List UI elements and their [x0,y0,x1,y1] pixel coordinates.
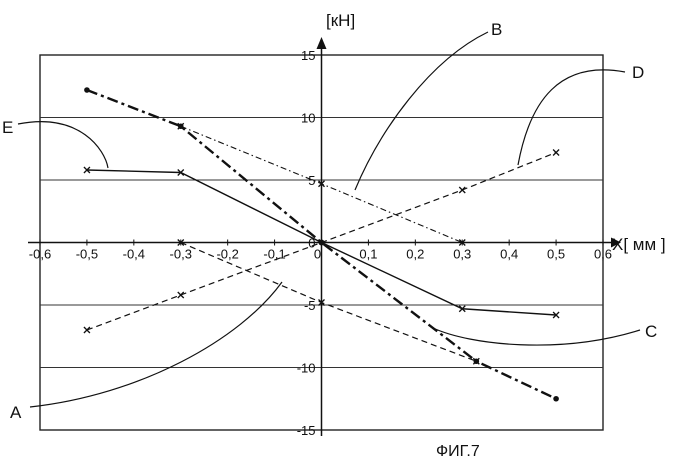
x-tick-label: 0 [314,247,321,262]
axes [28,37,621,436]
y-tick-label: -15 [297,423,316,438]
data-point [553,150,559,156]
origin-point [319,240,325,246]
y-tick-label: 15 [301,48,315,63]
data-point [474,358,480,364]
x-tick-label: 0,5 [547,247,565,262]
data-point [553,396,559,402]
y-tick-label: -5 [304,298,316,313]
series-label-c: C [645,322,657,341]
data-point [178,123,184,129]
x-tick-label: 0,4 [500,247,518,262]
series-label-a: A [10,403,22,422]
x-tick-label: 0,1 [359,247,377,262]
data-point [84,327,90,333]
leader-e [18,122,108,168]
callouts [18,32,640,407]
figure-caption: ФИГ.7 [436,443,480,460]
x-tick-label: -0,1 [263,247,285,262]
x-tick-label: -0,5 [76,247,98,262]
data-point [459,187,465,193]
leader-c [433,328,640,345]
data-point [178,292,184,298]
series-label-e: E [2,118,13,137]
leader-a [30,282,282,407]
x-tick-label: 0,3 [453,247,471,262]
x-tick-label: -0,6 [29,247,51,262]
y-axis-label: [кН] [326,11,355,30]
series-label-b: B [491,20,502,39]
x-tick-label: 0,6 [594,247,612,262]
x-tick-label: -0,3 [170,247,192,262]
data-point [84,87,90,93]
x-tick-label: 0,2 [406,247,424,262]
y-tick-label: 10 [301,111,315,126]
x-axis-label: X[ мм ] [612,235,666,254]
y-axis-arrow [317,37,327,49]
y-tick-label: -10 [297,361,316,376]
x-tick-label: -0,4 [123,247,145,262]
series-label-d: D [632,63,644,82]
y-tick-label: 5 [308,173,315,188]
x-tick-label: -0,2 [216,247,238,262]
